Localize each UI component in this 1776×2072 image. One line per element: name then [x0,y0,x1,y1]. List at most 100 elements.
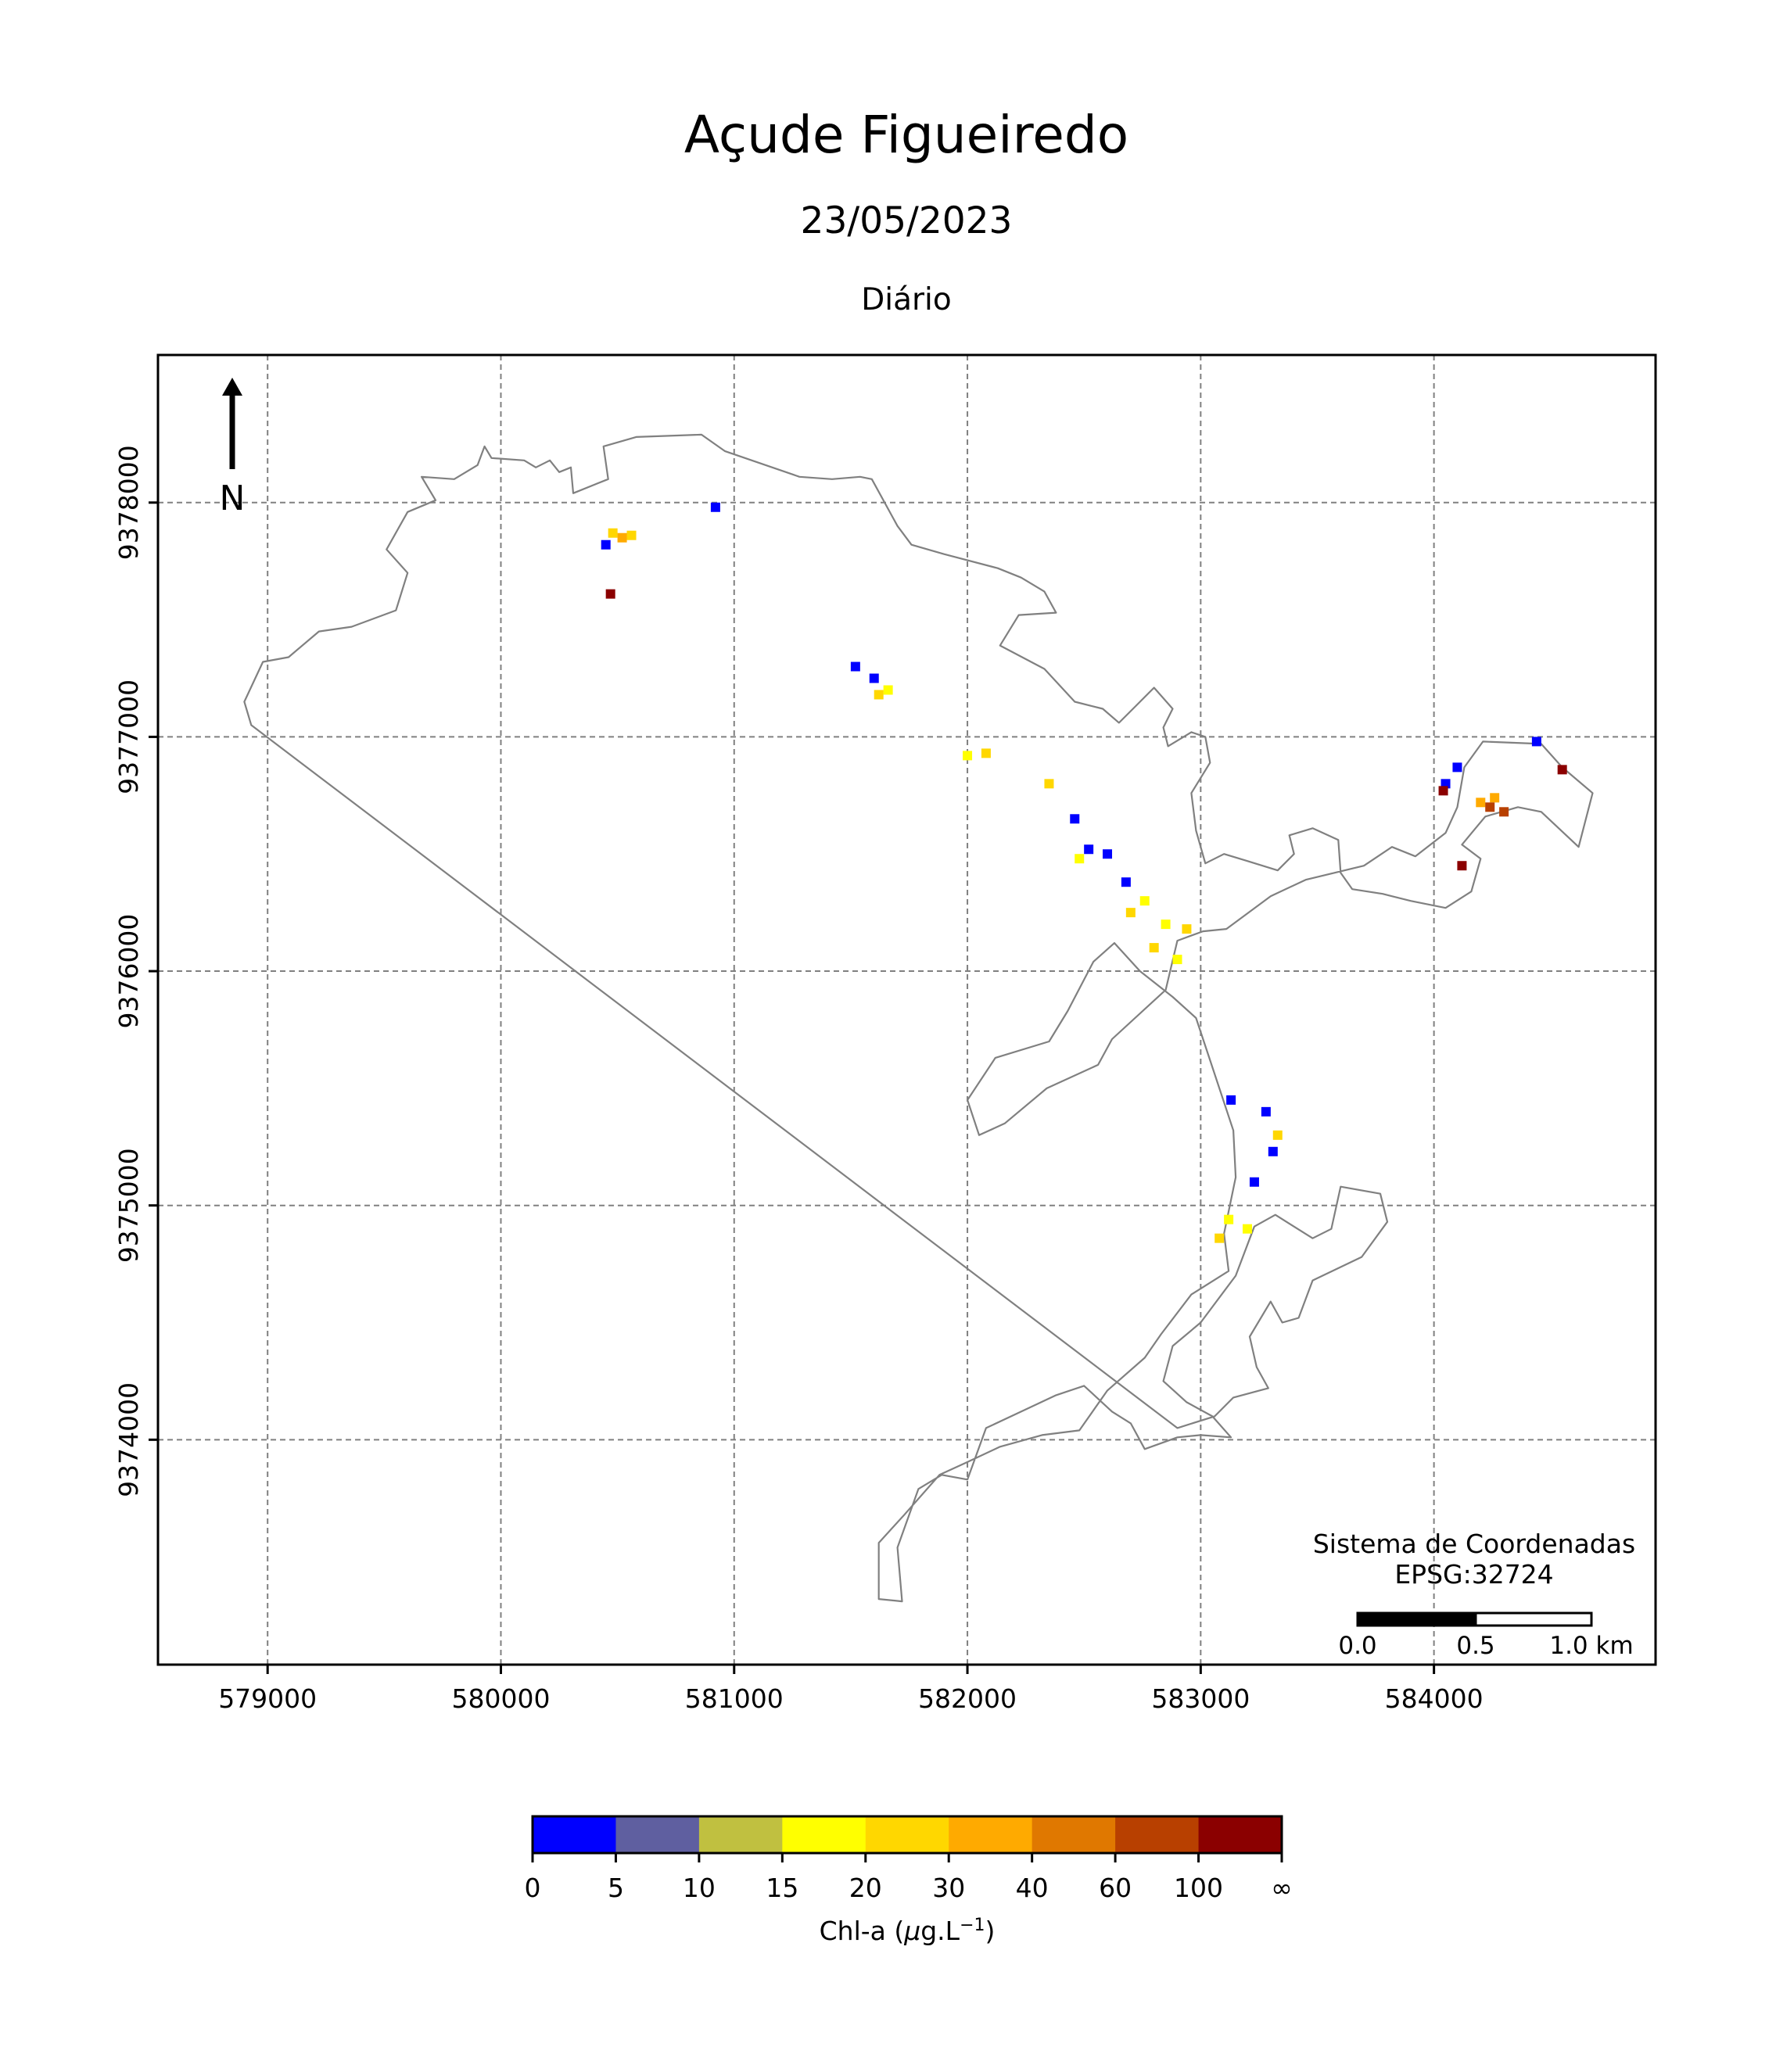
chl-pixel-20-30 [874,690,884,700]
chl-pixel-100+ [1438,786,1448,796]
colorbar-swatch [949,1816,1033,1853]
map-title: Açude Figueiredo [684,105,1128,165]
colorbar-tick-label: 40 [1016,1873,1049,1903]
plot-frame [156,353,1657,1666]
chl-pixel-30-40 [1476,798,1486,808]
chl-pixel-15-20 [963,751,973,761]
shoreline-path [243,433,1594,1603]
y-tick-label: 9375000 [113,1148,144,1263]
x-tick-label: 583000 [1151,1683,1250,1714]
chl-pixel-0-5 [1531,737,1541,747]
chl-pixel-0-5 [1226,1095,1236,1105]
colorbar-tick-label: ∞ [1271,1873,1293,1903]
x-tick-label: 580000 [451,1683,550,1714]
chl-pixel-20-30 [1125,908,1136,918]
y-tick-label: 9377000 [113,679,144,794]
chl-pixel-15-20 [883,685,893,695]
x-tick-label: 579000 [218,1683,317,1714]
grid-lines [158,355,1656,1665]
chl-pixel-15-20 [1075,854,1085,864]
chl-pixel-0-5 [1261,1106,1271,1117]
colorbar-tick-label: 20 [849,1873,882,1903]
colorbar-swatch [615,1816,700,1853]
map-date: 23/05/2023 [801,199,1013,242]
chl-pixel-0-5 [1103,849,1113,859]
chl-pixel-100+ [605,589,615,599]
colorbar-ticks: 0 5 10 15 20 30 40 60 100 ∞ [525,1853,1293,1903]
north-label: N [220,479,246,518]
colorbar-tick-label: 60 [1099,1873,1132,1903]
chl-pixel-0-5 [710,502,720,512]
colorbar-label-main: Chl-a ( [820,1916,905,1946]
colorbar: 0 5 10 15 20 30 40 60 100 ∞ Chl-a (μg.L−1) [525,1815,1293,1947]
chl-pixel-20-30 [608,528,618,538]
chl-pixel-0-5 [1070,814,1080,824]
scale-label-0: 0.0 [1338,1632,1376,1660]
chl-pixel-20-30 [1214,1233,1225,1243]
colorbar-label: Chl-a (μg.L−1) [820,1916,996,1947]
colorbar-swatch [698,1816,783,1853]
scale-bar: 0.0 0.5 1.0 km [1338,1611,1634,1660]
colorbar-label-close: ) [985,1916,996,1946]
chl-pixel-0-5 [850,661,860,672]
x-tick-label: 582000 [918,1683,1017,1714]
colorbar-swatch [1032,1816,1116,1853]
y-tick-label: 9374000 [113,1382,144,1497]
y-tick-label: 9378000 [113,445,144,560]
scale-label-1: 0.5 [1456,1632,1494,1660]
x-axis-ticks: 579000 580000 581000 582000 583000 584000 [218,1665,1484,1714]
chl-pixel-0-5 [601,540,611,550]
x-tick-label: 581000 [685,1683,784,1714]
colorbar-frame [531,1815,1283,1855]
map-plot-area: 579000 580000 581000 582000 583000 584000 937… [113,353,1657,1714]
colorbar-swatch [782,1816,866,1853]
x-tick-label: 584000 [1385,1683,1484,1714]
colorbar-tick-label: 100 [1174,1873,1223,1903]
chl-pixel-15-20 [1139,896,1150,906]
colorbar-swatch [865,1816,949,1853]
colorbar-swatch [1198,1816,1283,1853]
crs-line-1: Sistema de Coordenadas [1313,1529,1635,1559]
chl-pixel-20-30 [981,748,991,758]
chl-pixel-0-5 [1084,844,1094,855]
chl-pixel-100+ [1457,861,1467,871]
reservoir-shoreline [243,433,1594,1603]
chl-pixel-0-5 [869,673,879,683]
colorbar-tick-label: 30 [932,1873,965,1903]
colorbar-swatch [1115,1816,1200,1853]
chl-pixel-30-40 [1490,793,1500,803]
y-tick-label: 9376000 [113,914,144,1029]
chl-pixel-30-40 [617,532,627,543]
colorbar-tick-label: 15 [766,1873,798,1903]
chl-pixel-60-100 [1499,807,1509,817]
chl-pixel-20-30 [1044,779,1054,789]
colorbar-tick-label: 5 [608,1873,624,1903]
north-arrow: N [220,378,246,518]
scale-bar-segment-black [1356,1611,1477,1627]
chl-pixel-15-20 [1242,1224,1252,1234]
colorbar-tick-label: 10 [683,1873,716,1903]
colorbar-swatches [533,1816,1283,1853]
chl-pixel-15-20 [1161,919,1171,930]
chl-pixel-0-5 [1249,1177,1259,1187]
chl-pixel-20-30 [1182,924,1192,934]
scale-label-2: 1.0 km [1549,1632,1633,1660]
chl-pixel-0-5 [1268,1146,1278,1156]
colorbar-swatch [533,1816,616,1853]
chl-pixel-0-5 [1121,877,1131,887]
map-period: Diário [861,282,952,317]
chl-pixel-0-5 [1452,762,1462,773]
chl-pixel-20-30 [1149,943,1159,953]
chl-pixel-60-100 [1485,802,1495,812]
colorbar-tick-label: 0 [525,1873,541,1903]
chl-pixel-15-20 [1224,1214,1234,1224]
y-axis-ticks: 9374000 9375000 9376000 9377000 9378000 [113,445,158,1497]
chl-pixel-100+ [1557,765,1567,775]
colorbar-label-mu: μ [903,1916,920,1946]
chl-pixel-15-20 [1172,955,1182,965]
chlorophyll-pixels [601,502,1567,1243]
colorbar-label-unit: g.L [920,1916,960,1946]
colorbar-label-exp: −1 [960,1916,985,1935]
